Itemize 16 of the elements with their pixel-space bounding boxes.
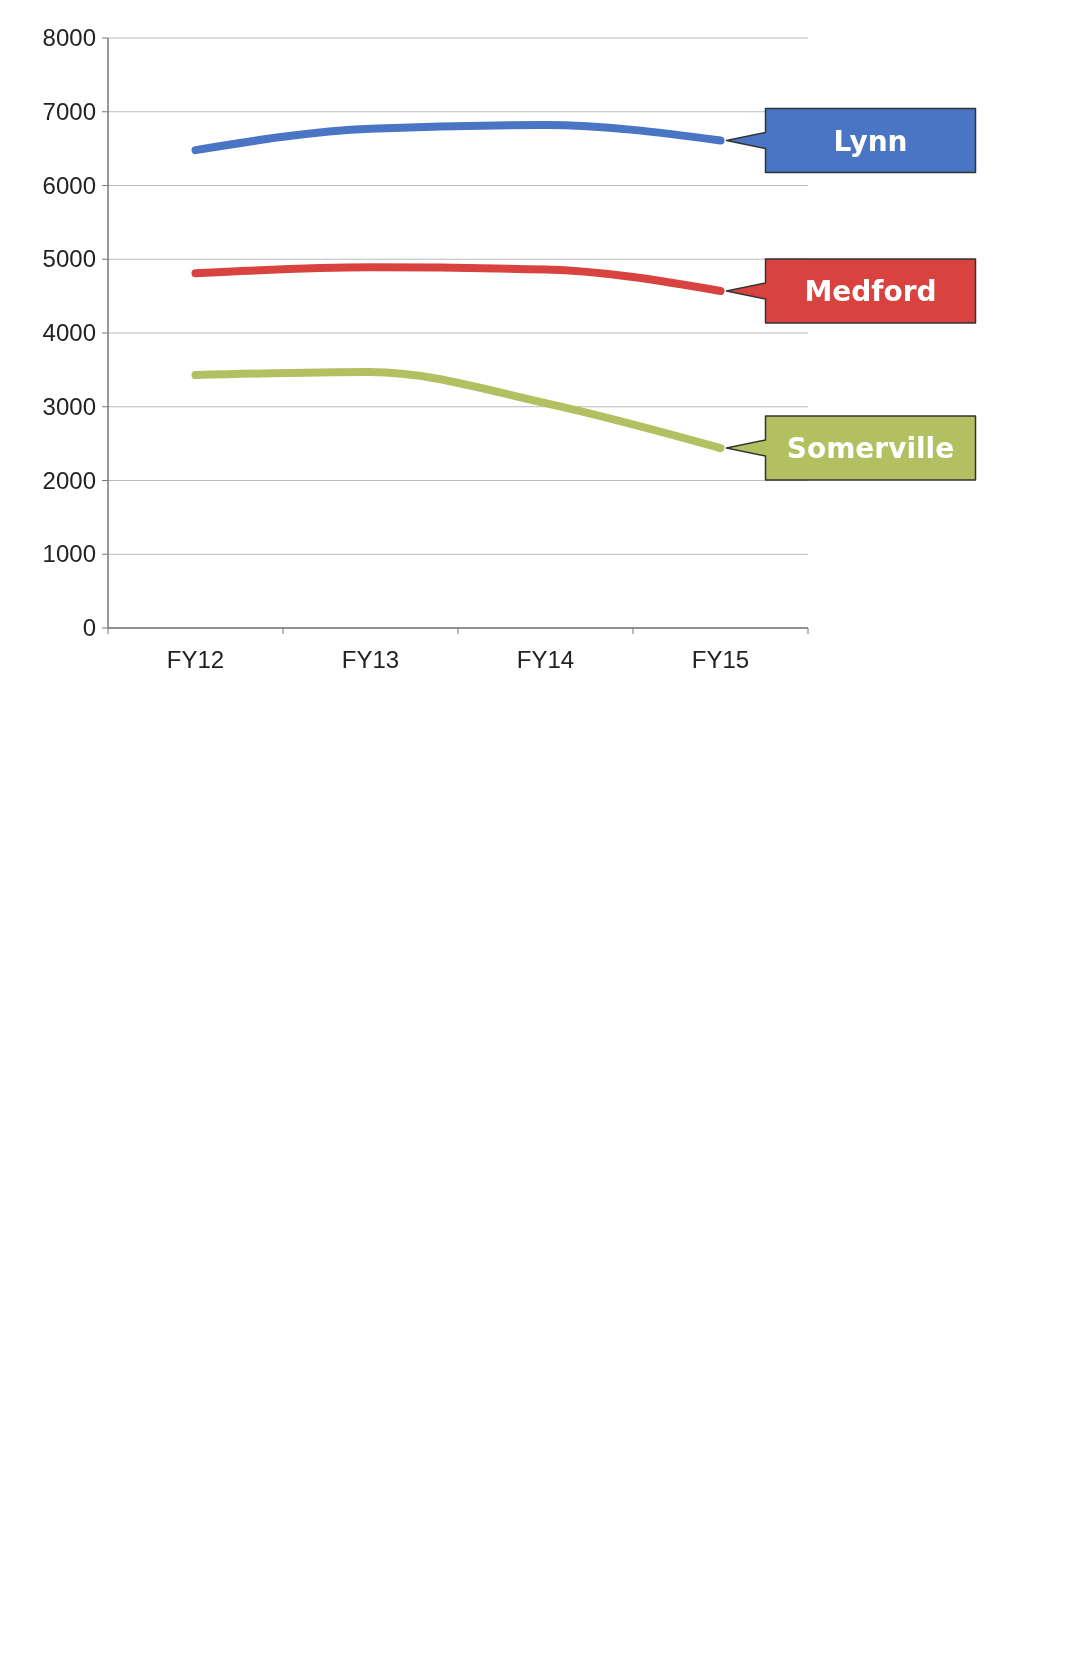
y-tick-label: 3000 xyxy=(42,392,96,420)
x-tick-label: FY12 xyxy=(166,646,225,673)
y-tick-label: 4000 xyxy=(42,319,96,346)
y-tick-label: 5000 xyxy=(42,245,96,273)
y-tick-label: 0 xyxy=(82,614,96,641)
x-tick-label: FY13 xyxy=(341,646,400,673)
text: Somerville xyxy=(786,432,955,466)
y-tick-label: 6000 xyxy=(42,171,96,199)
x-tick-label: FY15 xyxy=(691,646,750,673)
x-tick-label: FY14 xyxy=(516,646,575,673)
y-tick-label: 7000 xyxy=(42,97,96,125)
y-tick-label: 1000 xyxy=(42,540,96,568)
text: Medford xyxy=(804,274,937,308)
text: Lynn xyxy=(833,124,908,158)
y-tick-label: 8000 xyxy=(42,24,96,51)
y-tick-label: 2000 xyxy=(42,466,96,494)
